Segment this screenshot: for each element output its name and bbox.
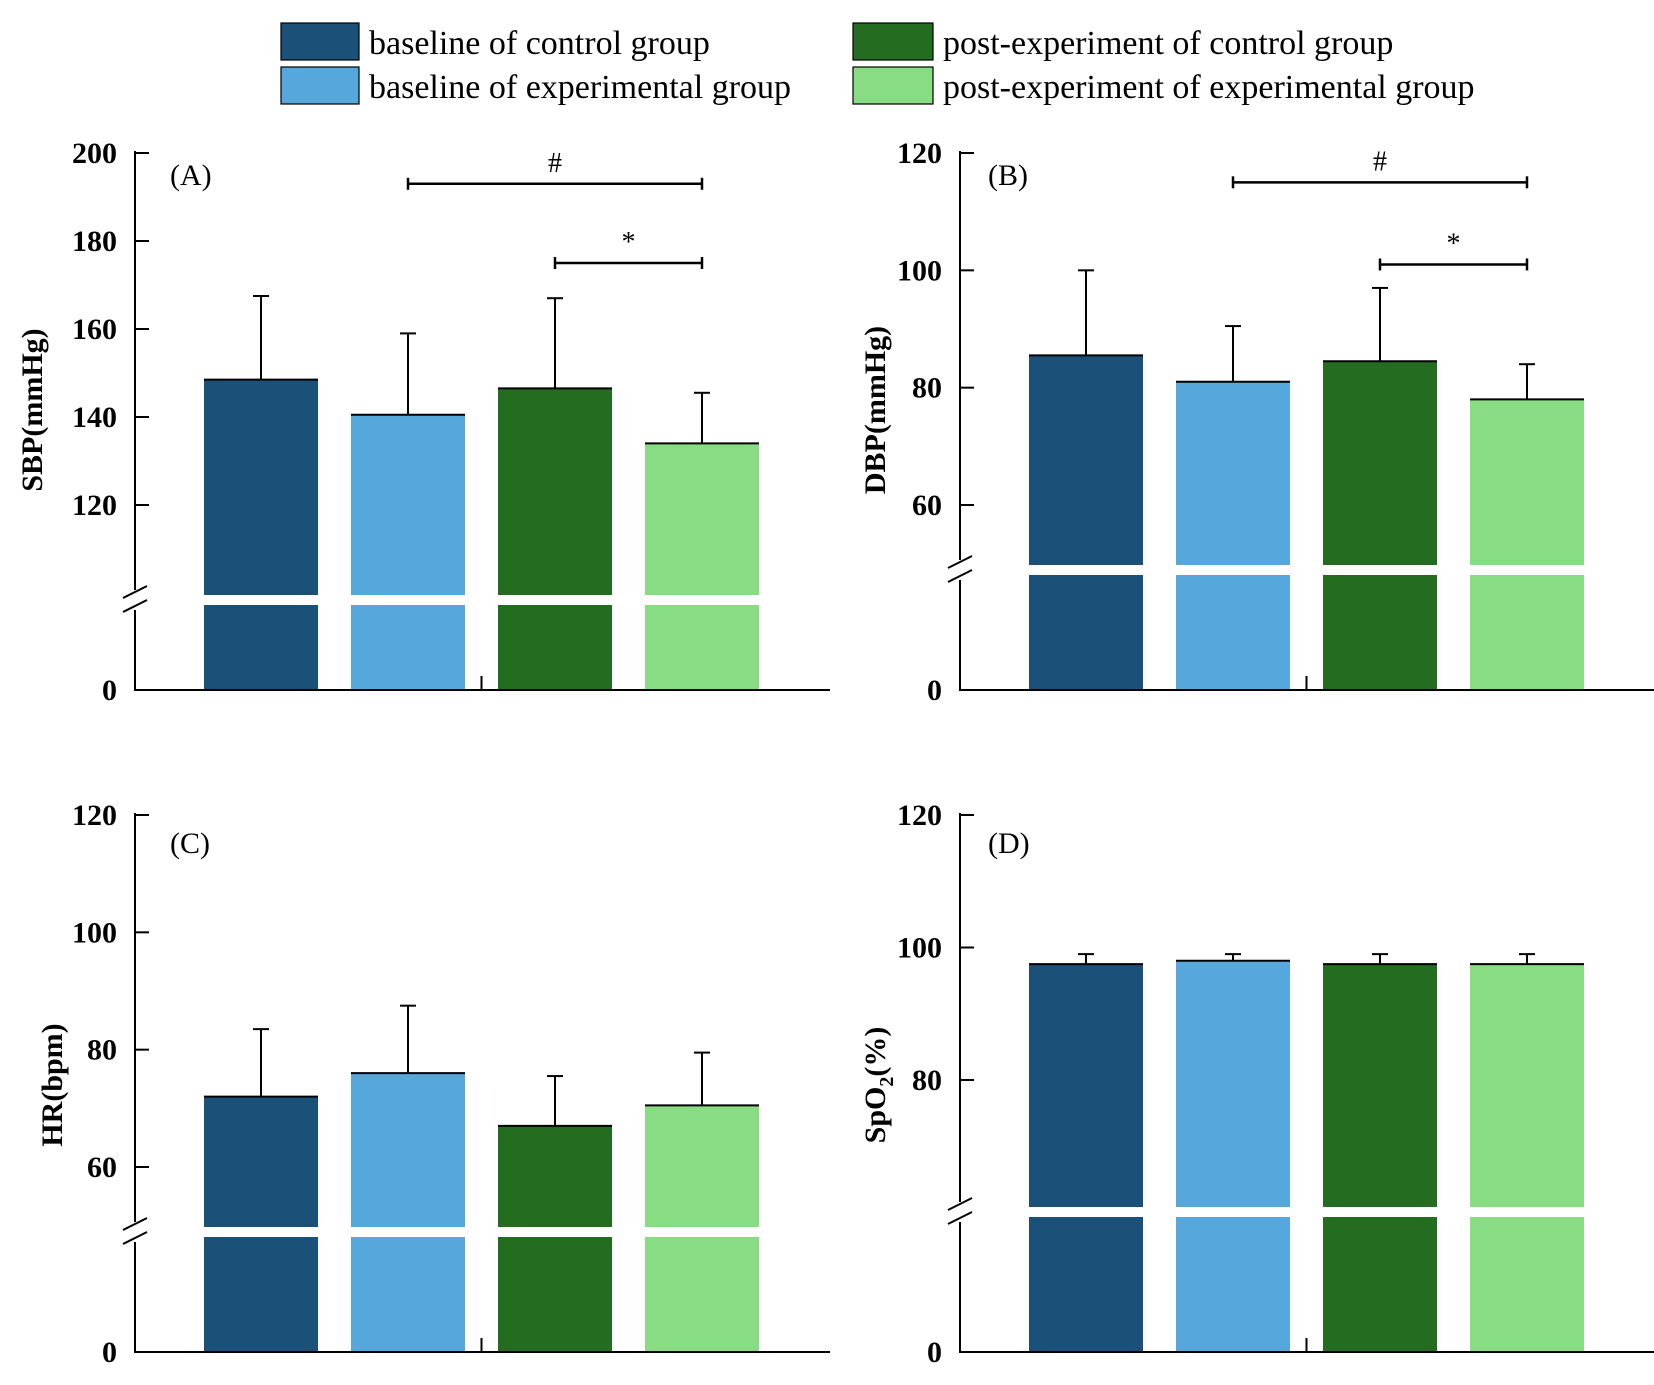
y-axis-label: DBP(mmHg) bbox=[859, 326, 892, 494]
y-tick-label: 80 bbox=[912, 1064, 942, 1097]
y-tick-label: 100 bbox=[897, 254, 942, 287]
bar-2 bbox=[1176, 960, 1290, 1352]
y-axis-label-subscript: 2 bbox=[876, 1077, 898, 1087]
legend-swatch-post-control bbox=[852, 22, 934, 61]
axis-break-band bbox=[137, 1227, 832, 1237]
y-axis-label: HR(bpm) bbox=[36, 1023, 69, 1146]
y-tick-label: 0 bbox=[927, 1336, 942, 1369]
y-tick-label: 80 bbox=[912, 372, 942, 405]
axis-break-mark bbox=[947, 569, 973, 583]
y-tick-label: 100 bbox=[72, 916, 117, 949]
panel-dbp: 0 60 80 100 120 (B) DBP(mmHg) # * bbox=[859, 137, 1654, 707]
bar-4 bbox=[1470, 964, 1584, 1352]
legend-swatch-baseline-control bbox=[280, 22, 360, 61]
bar-2 bbox=[1176, 381, 1290, 690]
legend-swatch-baseline-experimental bbox=[280, 66, 360, 105]
bar-3 bbox=[1323, 361, 1437, 690]
axis-break-mark bbox=[947, 555, 973, 569]
y-tick-label: 0 bbox=[927, 674, 942, 707]
axis-break-mark bbox=[122, 1217, 148, 1231]
y-tick-label: 120 bbox=[897, 799, 942, 832]
legend: baseline of control group post-experimen… bbox=[280, 22, 1475, 106]
y-tick-label: 200 bbox=[72, 137, 117, 170]
y-axis-label-main: DBP(mmHg) bbox=[859, 326, 892, 494]
bar-3 bbox=[498, 1125, 612, 1352]
legend-label-post-control: post-experiment of control group bbox=[943, 25, 1393, 62]
y-axis-label: SBP(mmHg) bbox=[16, 328, 49, 491]
panel-spo2: 0 80 100 120 (D) SpO2(%) bbox=[859, 799, 1654, 1369]
axis-break-mark bbox=[947, 1197, 973, 1211]
y-tick-label: 60 bbox=[87, 1151, 117, 1184]
y-tick-label: 80 bbox=[87, 1034, 117, 1067]
bar-1 bbox=[204, 1096, 318, 1352]
axis-break-mark bbox=[122, 1231, 148, 1245]
legend-label-post-experimental: post-experiment of experimental group bbox=[943, 69, 1475, 106]
axis-break-band bbox=[962, 565, 1654, 575]
significance-symbol: # bbox=[1373, 146, 1387, 177]
y-axis-label: SpO2(%) bbox=[859, 1027, 898, 1144]
y-tick-label: 0 bbox=[102, 674, 117, 707]
y-tick-label: 120 bbox=[897, 137, 942, 170]
y-axis-label-main: SpO bbox=[859, 1087, 892, 1144]
bar-3 bbox=[1323, 964, 1437, 1352]
y-tick-label: 160 bbox=[72, 313, 117, 346]
y-tick-label: 0 bbox=[102, 1336, 117, 1369]
y-tick-label: 100 bbox=[897, 932, 942, 965]
y-tick-label: 180 bbox=[72, 225, 117, 258]
legend-label-baseline-control: baseline of control group bbox=[369, 25, 710, 62]
bar-1 bbox=[1029, 355, 1143, 690]
y-tick-label: 120 bbox=[72, 799, 117, 832]
bar-4 bbox=[645, 443, 759, 690]
significance-symbol: * bbox=[1447, 228, 1461, 259]
y-axis-label-main: SBP(mmHg) bbox=[16, 328, 49, 491]
panel-label: (D) bbox=[988, 827, 1030, 860]
bar-2 bbox=[351, 1073, 465, 1352]
axis-break-mark bbox=[122, 599, 148, 613]
y-axis-label-tail: (%) bbox=[859, 1027, 892, 1077]
legend-swatch-post-experimental bbox=[852, 66, 934, 105]
legend-label-baseline-experimental: baseline of experimental group bbox=[369, 69, 791, 106]
significance-symbol: * bbox=[622, 227, 636, 258]
significance-symbol: # bbox=[548, 148, 562, 179]
panel-sbp: 0 120 140 160 180 200 (A) SBP(mmHg) # * bbox=[16, 137, 832, 707]
bar-1 bbox=[204, 379, 318, 690]
panel-label: (A) bbox=[170, 159, 212, 192]
bar-3 bbox=[498, 388, 612, 690]
bar-2 bbox=[351, 414, 465, 690]
axis-break-mark bbox=[947, 1211, 973, 1225]
y-tick-label: 60 bbox=[912, 489, 942, 522]
y-axis-label-main: HR(bpm) bbox=[36, 1023, 69, 1146]
axis-break-mark bbox=[122, 585, 148, 599]
y-tick-label: 120 bbox=[72, 489, 117, 522]
panel-label: (B) bbox=[988, 159, 1028, 192]
panel-hr: 0 60 80 100 120 (C) HR(bpm) bbox=[36, 799, 832, 1369]
bar-1 bbox=[1029, 964, 1143, 1352]
y-tick-label: 140 bbox=[72, 401, 117, 434]
axis-break-band bbox=[962, 1207, 1654, 1217]
panel-label: (C) bbox=[170, 827, 210, 860]
bar-4 bbox=[1470, 399, 1584, 690]
axis-break-band bbox=[137, 595, 832, 605]
